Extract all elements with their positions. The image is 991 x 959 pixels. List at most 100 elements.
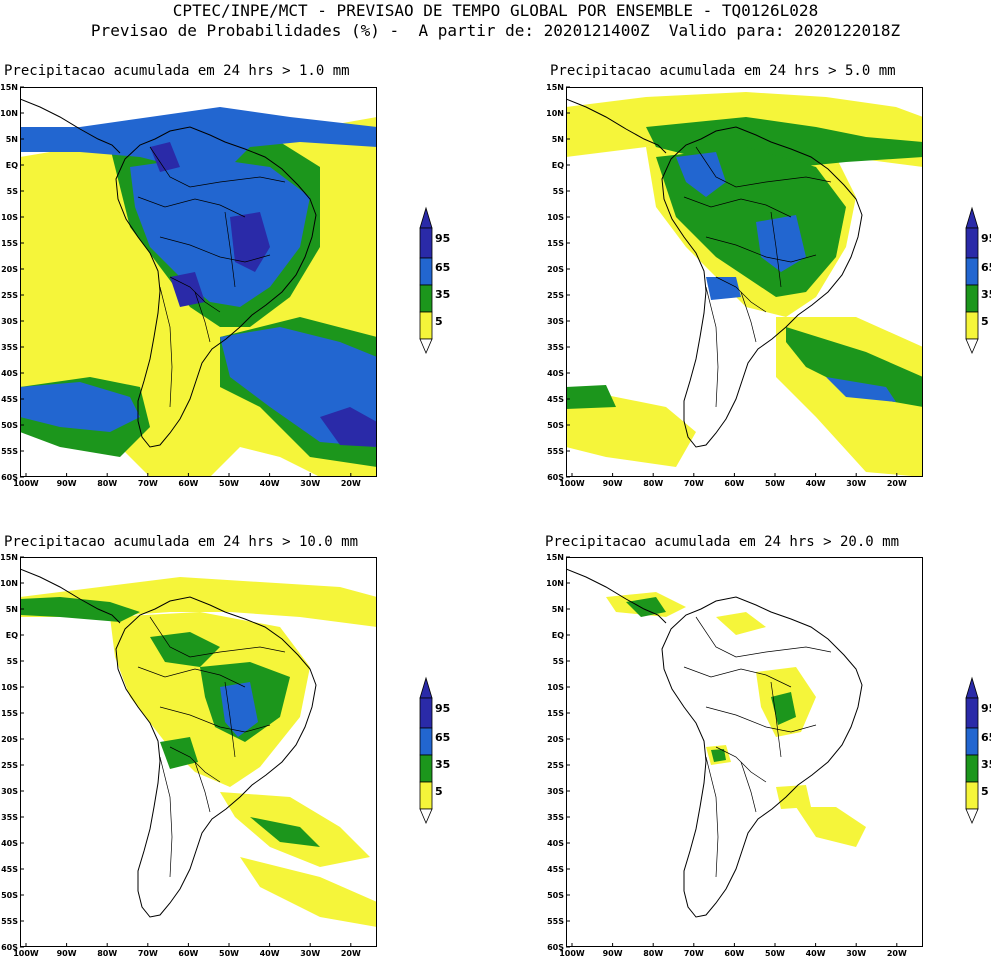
lat-tick-label: 30S [1,787,18,796]
lon-tick-label: 30W [846,949,866,958]
probability-contour [626,597,666,617]
country-border [770,211,782,288]
colorbar-segment [965,727,979,756]
lon-tick-label: 50W [219,479,239,488]
probability-contour [20,597,140,622]
lon-tick-label: 20W [341,479,361,488]
lon-tick-label: 70W [138,479,158,488]
probability-field [20,87,377,477]
country-border [770,681,782,758]
probability-contour [160,737,198,769]
probability-contour [20,107,377,177]
probability-contour [711,749,726,762]
lat-tick-label: 15N [546,83,564,92]
lat-tick-label: 10S [1,213,18,222]
colorbar-label: 95 [435,232,450,245]
probability-contour [20,382,140,432]
lat-tick-label: 15S [1,239,18,248]
lat-tick-label: 30S [1,317,18,326]
country-border [149,146,286,188]
lat-tick-label: 10N [0,109,18,118]
colorbar-segment [965,808,979,825]
coastline [566,98,667,154]
country-border [715,746,767,783]
lat-tick-label: 20S [547,735,564,744]
lat-tick-label: 15N [546,553,564,562]
lat-tick-label: 10S [1,683,18,692]
colorbar-segment [965,311,979,340]
figure-title-line2: Previsao de Probabilidades (%) - A parti… [90,21,901,40]
panel-3-title: Precipitacao acumulada em 24 hrs > 10.0 … [4,534,359,550]
country-border [740,291,757,343]
lon-tick-label: 40W [806,949,826,958]
lat-tick-label: 25S [547,761,564,770]
probability-contour [150,632,220,667]
lon-tick-label: 80W [643,479,663,488]
country-border [683,196,792,218]
colorbar-label: 65 [435,731,450,744]
lat-tick-label: 10N [0,579,18,588]
colorbar-segment [419,676,433,699]
lon-tick-label: 80W [97,949,117,958]
lat-tick-label: EQ [552,161,564,170]
lat-tick-label: 20S [547,265,564,274]
lon-tick-label: 20W [887,949,907,958]
colorbar-segment [419,257,433,286]
colorbar-label: 35 [435,288,450,301]
country-border [695,616,832,658]
probability-contour [150,142,180,172]
country-border [169,276,221,313]
colorbar-segment [419,697,433,729]
country-border [740,761,757,813]
panel-4-title: Precipitacao acumulada em 24 hrs > 20.0 … [545,534,900,550]
lat-tick-label: 35S [1,343,18,352]
colorbar: 95 65 35 5 [419,206,450,355]
coastline [661,596,863,918]
lat-tick-label: 45S [547,865,564,874]
probability-contour [676,152,726,197]
lat-tick-label: 5S [553,657,565,666]
lat-tick-label: 25S [1,761,18,770]
country-border [169,746,221,783]
lat-tick-label: 5N [6,135,18,144]
lat-tick-label: 40S [547,369,564,378]
colorbar-segment [965,697,979,729]
probability-contour [716,612,766,635]
lat-tick-label: EQ [6,631,18,640]
colorbar-segment [419,227,433,259]
probability-contour [706,277,741,300]
lat-tick-label: 50S [1,891,18,900]
lat-tick-label: 35S [547,343,564,352]
probability-contour [776,785,811,809]
colorbar-label: 65 [981,731,991,744]
lat-tick-label: 5S [553,187,565,196]
lat-tick-label: 10N [546,109,564,118]
country-border [705,756,719,878]
lon-tick-label: 30W [846,479,866,488]
coastline [566,568,667,624]
lon-tick-label: 30W [300,479,320,488]
lat-tick-label: 30S [547,787,564,796]
map-frame [20,87,377,477]
colorbar-segment [965,227,979,259]
lon-tick-label: 60W [724,479,744,488]
probability-contour [826,377,896,402]
colorbar-label: 5 [981,785,989,798]
colorbar-segment [419,311,433,340]
lon-tick-label: 50W [765,949,785,958]
country-border [159,756,173,878]
country-border [194,761,211,813]
lat-tick-label: 15S [547,709,564,718]
lon-tick-label: 100W [559,949,585,958]
panel-4-map: 15N 10N 5N EQ 5S 10S 15S 20S 25S 30S 35S 40S 45S 50S 5… [546,553,923,959]
colorbar-label: 95 [981,702,991,715]
lat-tick-label: 5S [7,657,19,666]
lat-tick-label: 35S [547,813,564,822]
country-border [695,146,832,188]
coastline [20,568,121,624]
lat-tick-label: 60S [1,473,18,482]
colorbar-segment [965,754,979,783]
panel-3-legend: 95 65 35 5 [417,676,477,828]
country-border [705,236,817,263]
lon-tick-label: 30W [300,949,320,958]
